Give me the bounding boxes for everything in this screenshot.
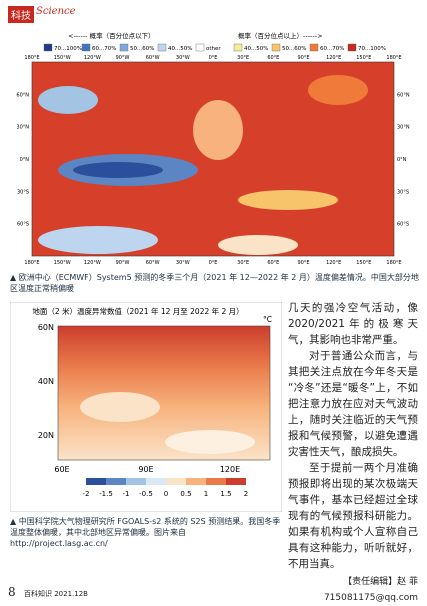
lon-label: 180°E	[24, 55, 39, 61]
lon-label: 180°E	[24, 260, 39, 266]
lon-label: 150°E	[356, 260, 371, 266]
legend-label: 40...50%	[244, 46, 268, 52]
lon-label: 30°W	[176, 260, 190, 266]
lon-label: 180°E	[386, 260, 401, 266]
legend-swatch	[233, 43, 243, 52]
lat-label: 30°N	[16, 125, 29, 131]
lat-label: 30°S	[397, 189, 409, 195]
lon-label: 60E	[54, 465, 69, 474]
legend-label: 40...50%	[168, 46, 192, 52]
colorbar-label: 0	[164, 490, 168, 498]
figure2: 地面（2 米）温度异常数值（2021 年 12 月至 2022 年 2 月） °…	[10, 302, 282, 512]
lon-label: 60°W	[146, 55, 160, 61]
lon-label: 60°W	[146, 260, 160, 266]
section-en: Science	[36, 6, 76, 17]
lat-label: 60°N	[16, 92, 29, 98]
section-tag: 科技	[8, 6, 34, 23]
colorbar-label: 1	[204, 490, 208, 498]
unit: °C	[263, 315, 272, 324]
paragraph: 对于普通公众而言，与其把关注点放在今年冬天是“冷冬”还是“暖冬”上，不如把注意力…	[288, 350, 418, 458]
legend-swatch	[271, 43, 281, 52]
lon-label: 180°E	[386, 55, 401, 61]
lon-label: 90°W	[116, 260, 130, 266]
lat-label: 0°N	[20, 157, 30, 163]
lat-label: 20N	[38, 431, 54, 440]
paragraph: 至于提前一两个月准确预报即将出现的某次极端天气事件，基本已经超过全球现有的气候预…	[288, 462, 418, 570]
journal: 百科知识 2021.12B	[24, 590, 88, 598]
legend-swatch	[81, 43, 91, 52]
lon-label: 30°W	[176, 55, 190, 61]
map-region	[165, 430, 255, 454]
lon-label: 120E	[220, 465, 240, 474]
lat-label: 40N	[38, 377, 54, 386]
lat-label: 60°S	[397, 222, 409, 228]
caption: ▲ 欧洲中心（ECMWF）System5 预测的冬季三个月（2021 年 12—…	[10, 273, 419, 293]
legend-label: 50...60%	[282, 46, 306, 52]
legend-label: 60...70%	[320, 46, 344, 52]
lon-label: 0°E	[209, 55, 218, 61]
lon-label: 90°E	[297, 55, 309, 61]
colorbar-cell	[226, 478, 246, 485]
lon-label: 0°E	[209, 260, 218, 266]
colorbar-label: 2	[244, 490, 248, 498]
legend-swatch	[157, 43, 167, 52]
legend-title: <------ 概率（百分位点以下）	[68, 31, 155, 40]
lon-label: 60°E	[267, 55, 279, 61]
lon-label: 150°W	[54, 55, 71, 61]
colorbar-label: -0.5	[139, 490, 153, 498]
lon-label: 120°W	[84, 55, 101, 61]
lon-label: 150°E	[356, 55, 371, 61]
lon-label: 90E	[138, 465, 153, 474]
colorbar-label: -2	[83, 490, 90, 498]
paragraph: 几天的强冷空气活动，像2020/2021年的极寒天气，其影响也非常严重。	[288, 302, 418, 346]
map	[32, 62, 394, 256]
lon-label: 120°W	[84, 260, 101, 266]
figure1: <------ 概率（百分位点以下） 概率（百分位点以上）------> 70...…	[16, 31, 410, 266]
colorbar-label: 0.5	[180, 490, 191, 498]
lat-label: 30°N	[397, 125, 410, 131]
lon-label: 90°E	[297, 260, 309, 266]
legend-swatch	[119, 43, 129, 52]
lon-label: 150°W	[54, 260, 71, 266]
colorbar-cell	[186, 478, 206, 485]
lon-label: 120°E	[326, 260, 341, 266]
page-number: 8	[8, 585, 16, 599]
lon-label: 30°E	[237, 260, 249, 266]
legend-label: other	[206, 46, 221, 52]
colorbar-cell	[86, 478, 106, 485]
map-region	[80, 392, 160, 422]
colorbar-label: -1	[123, 490, 130, 498]
legend-label: 60...70%	[92, 46, 116, 52]
legend-swatch	[347, 43, 357, 52]
article: 几天的强冷空气活动，像2020/2021年的极寒天气，其影响也非常严重。 对于普通…	[288, 300, 418, 606]
lon-label: 120°E	[326, 55, 341, 61]
colorbar-cell	[206, 478, 226, 485]
legend-swatch	[309, 43, 319, 52]
lon-label: 30°E	[237, 55, 249, 61]
colorbar-cell	[146, 478, 166, 485]
email: 715081175@qq.com	[323, 593, 418, 603]
lat-label: 60°S	[17, 222, 29, 228]
colorbar-label: 1.5	[220, 490, 231, 498]
legend-label: 70...100%	[358, 46, 386, 52]
figure-title: 地面（2 米）温度异常数值（2021 年 12 月至 2022 年 2 月）	[32, 306, 243, 316]
colorbar-cell	[166, 478, 186, 485]
caption: ▲ 中国科学院大气物理研究所 FGOALS-s2 系统的 S2S 预测结果。我国…	[10, 517, 281, 548]
legend-title: 概率（百分位点以上）------>	[238, 31, 323, 40]
colorbar-cell	[126, 478, 146, 485]
legend-label: 70...100%	[54, 46, 82, 52]
editor: 【责任编辑】赵 菲	[343, 577, 418, 587]
legend-swatch	[195, 43, 205, 52]
lat-label: 0°N	[397, 157, 407, 163]
lon-label: 90°W	[116, 55, 130, 61]
legend-label: 50...60%	[130, 46, 154, 52]
lat-label: 60N	[38, 323, 54, 332]
colorbar-cell	[106, 478, 126, 485]
lon-label: 60°E	[267, 260, 279, 266]
lat-label: 30°S	[17, 189, 29, 195]
legend-swatch	[43, 43, 53, 52]
colorbar-label: -1.5	[99, 490, 113, 498]
lat-label: 60°N	[397, 92, 410, 98]
